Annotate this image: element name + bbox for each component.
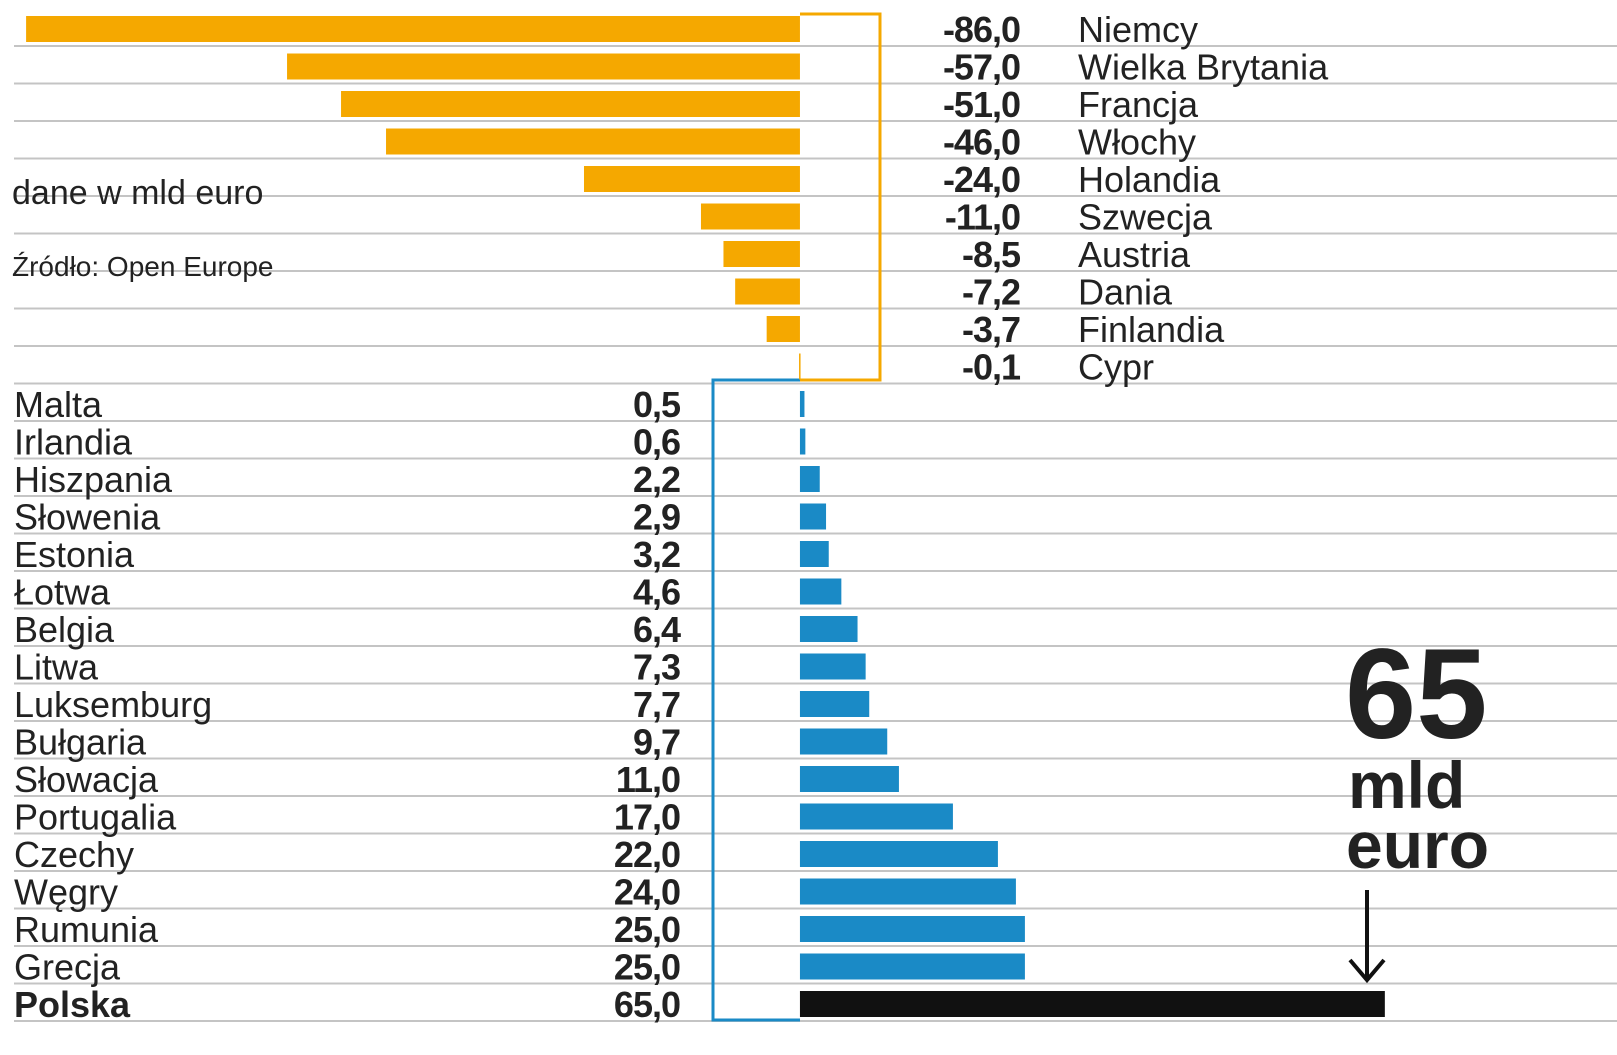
category-label: Polska [14,984,131,1025]
value-label: 17,0 [614,797,680,838]
value-label: 11,0 [616,759,680,800]
value-label: 0,6 [633,422,680,463]
value-label: 2,2 [633,459,680,500]
value-label: -86,0 [943,9,1020,50]
category-label: Węgry [14,872,118,913]
category-label: Bułgaria [14,722,147,763]
category-label: Dania [1078,272,1173,313]
highlight-number: 65 [1345,623,1487,766]
bar [799,766,899,792]
bar [799,728,888,755]
unit-note: dane w mld euro [12,174,263,212]
value-label: 7,3 [633,647,680,688]
bar [799,878,1016,905]
bar [735,278,800,305]
category-label: Finlandia [1078,309,1225,350]
value-label: 3,2 [633,534,680,575]
positive-bracket [711,378,800,1022]
category-label: Austria [1078,234,1191,275]
category-label: Estonia [14,534,135,575]
value-label: -57,0 [943,47,1020,88]
bar [799,616,858,642]
value-label: 65,0 [614,984,680,1025]
bar [799,803,953,830]
bar [700,203,800,230]
category-label: Słowenia [14,497,161,538]
category-label: Portugalia [14,797,177,838]
highlight-unit: mld [1348,748,1465,822]
value-label: -7,2 [962,272,1020,313]
category-label: Włochy [1078,122,1196,163]
source-note: Źródło: Open Europe [12,251,274,282]
bar [799,578,842,605]
value-label: -24,0 [943,159,1020,200]
bar [799,466,820,492]
value-label: -46,0 [943,122,1020,163]
bar [723,241,800,267]
category-label: Grecja [14,947,121,988]
value-label: -51,0 [943,84,1020,125]
category-label: Luksemburg [14,684,212,725]
value-label: 24,0 [614,872,680,913]
bar [799,353,801,380]
value-label: 6,4 [633,609,681,650]
value-label: -0,1 [962,347,1021,388]
category-label: Czechy [14,834,134,875]
category-label: Niemcy [1078,9,1198,50]
category-label: Belgia [14,609,115,650]
value-label: -11,0 [945,197,1020,238]
bar [26,16,800,42]
category-label: Holandia [1078,159,1221,200]
negative-bracket [800,12,882,382]
bar [799,653,866,680]
value-label: 2,9 [633,497,680,538]
bar [799,916,1025,942]
bar [799,541,829,567]
value-label: 7,7 [633,684,680,725]
value-label: 25,0 [614,947,680,988]
category-label: Wielka Brytania [1078,47,1329,88]
highlight-unit: euro [1346,808,1489,882]
value-label: -8,5 [962,234,1021,275]
bar [287,53,800,80]
category-label: Litwa [14,647,99,688]
bar [341,91,800,117]
bar [799,841,998,867]
bar [386,128,800,155]
category-label: Cypr [1078,347,1154,388]
bar [799,691,870,717]
category-label: Malta [14,384,103,425]
bar [766,316,800,342]
arrow [1348,890,1386,984]
value-label: 9,7 [633,722,680,763]
bar [799,428,806,455]
category-label: Łotwa [14,572,111,613]
bar [799,391,805,417]
bar [799,953,1025,980]
bar [583,166,800,192]
category-label: Hiszpania [14,459,173,500]
bar [799,503,827,530]
value-label: 4,6 [633,572,680,613]
category-label: Słowacja [14,759,159,800]
category-label: Rumunia [14,909,159,950]
bar [799,991,1385,1017]
value-label: 0,5 [633,384,681,425]
value-label: 25,0 [614,909,680,950]
category-label: Francja [1078,84,1199,125]
value-label: 22,0 [614,834,680,875]
category-label: Szwecja [1078,197,1213,238]
value-label: -3,7 [962,309,1020,350]
category-label: Irlandia [14,422,133,463]
